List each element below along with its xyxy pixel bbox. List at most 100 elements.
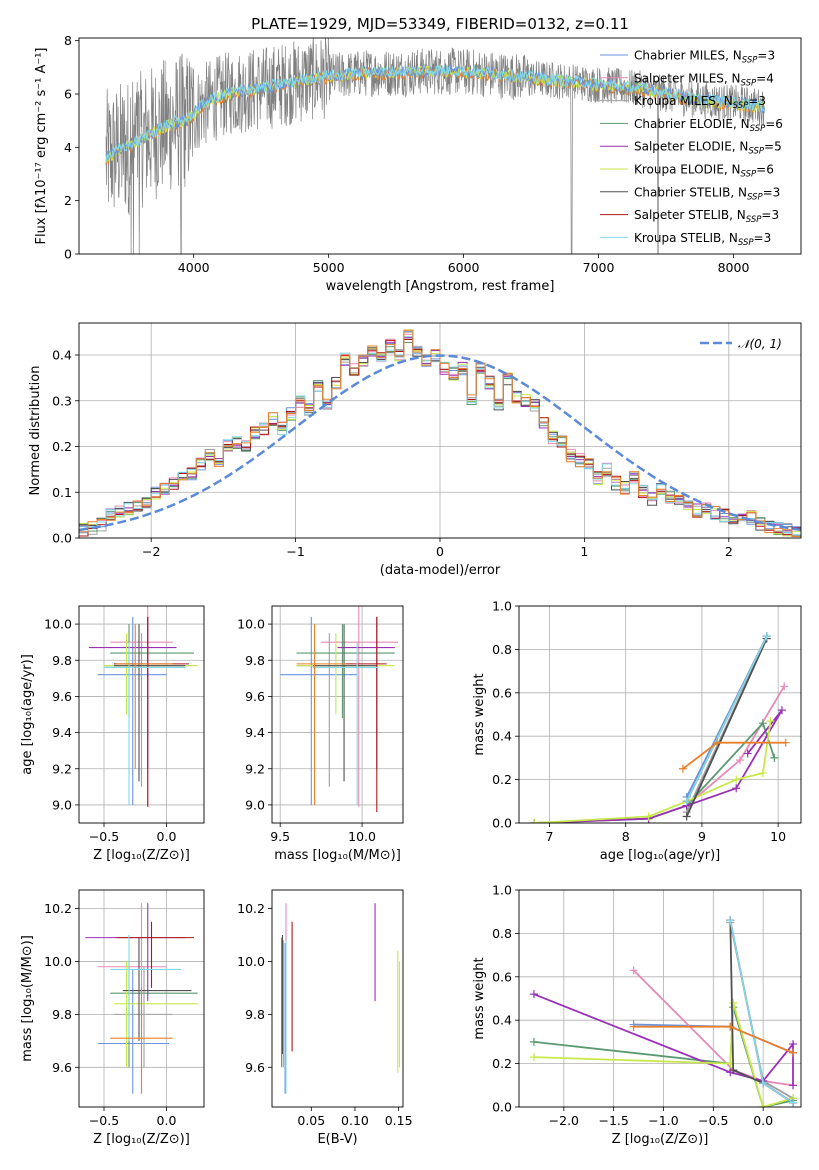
legend-entry: Chabrier ELODIE, NSSP=6 bbox=[634, 117, 783, 134]
weight-point-marker bbox=[729, 998, 738, 1007]
y-tick-label: 9.0 bbox=[245, 797, 265, 812]
y-tick-label: 9.4 bbox=[52, 725, 72, 740]
y-tick-label: 10.0 bbox=[237, 617, 265, 632]
weight-point-marker bbox=[529, 990, 538, 999]
weight-point-marker bbox=[781, 738, 790, 747]
x-axis-label: age [log₁₀(age/yr)] bbox=[600, 848, 721, 863]
legend-nssp: 5 bbox=[774, 140, 782, 154]
legend-ssp: SSP bbox=[750, 124, 766, 134]
x-tick-label: −0.5 bbox=[698, 1113, 728, 1128]
legend-n: , N bbox=[725, 49, 742, 63]
legend-name: Chabrier STELIB bbox=[634, 185, 730, 199]
axes-frame bbox=[78, 37, 802, 255]
legend-name: Kroupa STELIB bbox=[634, 231, 721, 245]
y-tick-label: 0.4 bbox=[492, 729, 512, 744]
age-vs-Z-axes: −0.5 0.0 9.0 9.2 9.4 9.6 9.8 10.0 Z [log₁₀(Z/Z⊙)… bbox=[20, 605, 205, 863]
weight-point-marker bbox=[644, 812, 653, 821]
axes-frame bbox=[271, 605, 404, 824]
weight-point-marker bbox=[789, 1040, 798, 1049]
weight-series-line bbox=[632, 969, 794, 1087]
weight-point-marker bbox=[726, 916, 735, 925]
x-tick-label: −0.5 bbox=[89, 829, 119, 844]
weight-series-line bbox=[685, 636, 768, 802]
x-tick-label: 0.0 bbox=[157, 1113, 177, 1128]
weight-point-marker bbox=[759, 1103, 768, 1107]
legend-ssp: SSP bbox=[733, 101, 749, 111]
legend-eq: = bbox=[756, 71, 766, 85]
weight-series-line bbox=[685, 638, 768, 817]
x-tick-label: 8000 bbox=[718, 260, 750, 275]
y-tick-label: 1.0 bbox=[492, 599, 512, 614]
y-tick-label: 9.8 bbox=[52, 653, 72, 668]
x-tick-label: 7 bbox=[546, 829, 554, 844]
y-tick-label: 2 bbox=[64, 193, 72, 208]
legend-ssp: SSP bbox=[742, 56, 758, 66]
y-tick-label: 0.6 bbox=[492, 685, 512, 700]
y-tick-label: 0.0 bbox=[492, 816, 512, 831]
y-tick-label: 0.4 bbox=[52, 348, 72, 363]
residuals-legend: 𝒩(0, 1) bbox=[700, 337, 782, 351]
y-tick-label: 0.2 bbox=[492, 772, 512, 787]
y-axis-label: mass [log₁₀(M/M⊙)] bbox=[20, 935, 35, 1062]
y-tick-label: 0.0 bbox=[52, 531, 72, 546]
legend-entry: Salpeter MILES, NSSP=4 bbox=[634, 71, 774, 88]
legend-n: , N bbox=[733, 117, 750, 131]
weight-point-marker bbox=[777, 706, 786, 715]
legend-name: Salpeter STELIB bbox=[634, 208, 729, 222]
age-vs-Z-plot bbox=[89, 606, 198, 807]
y-tick-label: 0.8 bbox=[492, 642, 512, 657]
weight-point-marker bbox=[766, 717, 775, 726]
legend-nssp: 3 bbox=[771, 208, 779, 222]
legend-n: , N bbox=[724, 163, 741, 177]
axes-frame bbox=[271, 889, 404, 1108]
weight-vs-Z-plot bbox=[529, 916, 798, 1107]
legend-name: Salpeter ELODIE bbox=[634, 140, 732, 154]
gaussian-curve bbox=[79, 354, 801, 532]
mass-vs-Z-plot bbox=[85, 903, 198, 1094]
legend-eq: = bbox=[748, 94, 758, 108]
y-tick-label: 10.2 bbox=[44, 901, 72, 916]
weight-point-marker bbox=[629, 966, 638, 975]
legend-n: , N bbox=[724, 71, 741, 85]
y-tick-label: 0.1 bbox=[52, 485, 72, 500]
weight-point-marker bbox=[530, 819, 539, 823]
x-tick-label: −1.5 bbox=[598, 1113, 628, 1128]
legend-eq: = bbox=[763, 185, 773, 199]
legend-entry: Kroupa ELODIE, NSSP=6 bbox=[634, 163, 774, 180]
legend-entry: 𝒩(0, 1) bbox=[738, 337, 782, 351]
legend-eq: = bbox=[764, 140, 774, 154]
weight-point-marker bbox=[762, 632, 771, 641]
legend-name: Chabrier MILES bbox=[634, 49, 725, 63]
legend-name: Kroupa MILES bbox=[634, 94, 716, 108]
residual-histogram bbox=[79, 339, 801, 537]
legend-eq: = bbox=[765, 117, 775, 131]
y-tick-label: 9.8 bbox=[52, 1007, 72, 1022]
weight-point-marker bbox=[529, 1053, 538, 1062]
x-tick-label: 0 bbox=[436, 544, 444, 559]
model-spectrum-line bbox=[105, 64, 765, 163]
y-axis-label: Normed distribution bbox=[28, 366, 43, 496]
legend-entry: Salpeter ELODIE, NSSP=5 bbox=[634, 140, 782, 157]
weight-series-line bbox=[534, 720, 772, 823]
legend-n: , N bbox=[730, 185, 747, 199]
y-tick-label: 0.8 bbox=[492, 926, 512, 941]
x-axis-label: mass [log₁₀(M/M⊙)] bbox=[274, 848, 401, 863]
weight-series-line bbox=[534, 709, 783, 823]
x-tick-label: 0.05 bbox=[297, 1113, 325, 1128]
axes-frame bbox=[518, 889, 802, 1108]
axes-frame bbox=[78, 322, 802, 539]
legend-n: , N bbox=[721, 231, 738, 245]
x-tick-label: 9.5 bbox=[270, 829, 290, 844]
y-tick-label: 8 bbox=[64, 33, 72, 48]
y-tick-label: 10.2 bbox=[237, 901, 265, 916]
legend-name: Kroupa ELODIE bbox=[634, 163, 724, 177]
weight-point-marker bbox=[789, 1098, 798, 1107]
weight-point-marker bbox=[770, 753, 779, 762]
legend-nssp: 3 bbox=[773, 185, 781, 199]
x-tick-label: 7000 bbox=[583, 260, 615, 275]
weight-point-marker bbox=[736, 756, 745, 765]
residuals-axes: −2 −1 0 1 2 0.0 0.1 0.2 0.3 0.4 (data-model)/error… bbox=[28, 322, 802, 578]
x-tick-label: −2 bbox=[142, 544, 160, 559]
